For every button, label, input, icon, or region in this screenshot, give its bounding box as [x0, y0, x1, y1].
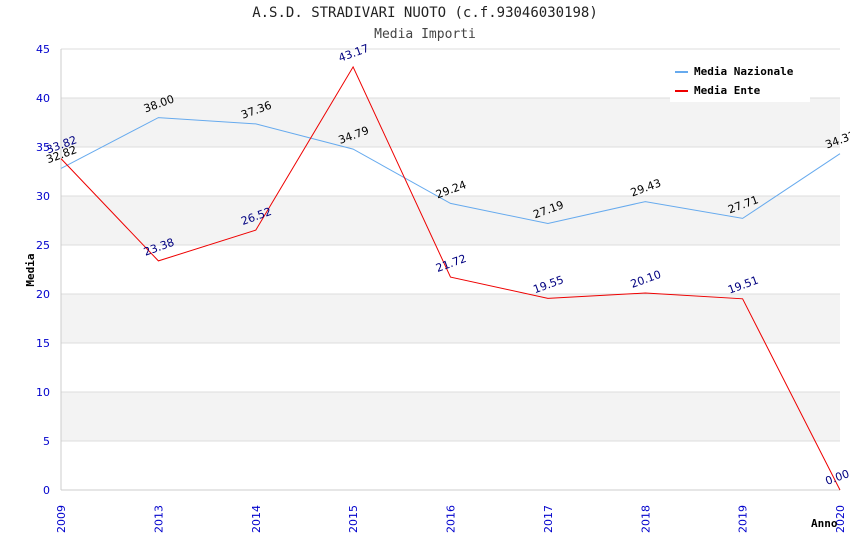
x-tick-label: 2017: [542, 505, 555, 533]
y-tick-label: 30: [36, 190, 50, 203]
x-tick-labels: 2009 2013 2014 2015 2016 2017 2018 2019 2020: [55, 505, 847, 533]
y-tick-label: 10: [36, 386, 50, 399]
legend-label-ente: Media Ente: [694, 84, 761, 97]
x-tick-label: 2018: [639, 505, 652, 533]
band: [61, 196, 840, 245]
x-axis-title: Anno: [811, 517, 838, 530]
axes: [60, 49, 840, 491]
x-tick-label: 2009: [55, 505, 68, 533]
band: [61, 98, 840, 147]
band: [61, 147, 840, 196]
band: [61, 294, 840, 343]
y-tick-labels: 0 5 10 15 20 25 30 35 40 45: [36, 43, 50, 497]
x-tick-label: 2019: [737, 505, 750, 533]
y-tick-label: 35: [36, 141, 50, 154]
y-tick-label: 40: [36, 92, 50, 105]
legend: Media Nazionale Media Ente: [670, 60, 810, 102]
x-tick-label: 2016: [445, 505, 458, 533]
y-tick-label: 15: [36, 337, 50, 350]
series-line-nazionale: [60, 117, 841, 225]
series-lines: [60, 65, 841, 491]
x-tick-label: 2014: [250, 505, 263, 533]
band: [61, 441, 840, 490]
chart-title: A.S.D. STRADIVARI NUOTO (c.f.93046030198…: [252, 5, 598, 21]
series-line-ente: [60, 65, 841, 491]
band: [61, 343, 840, 392]
legend-box: [670, 60, 810, 102]
y-tick-label: 0: [43, 484, 50, 497]
y-tick-label: 45: [36, 43, 50, 56]
x-tick-label: 2013: [152, 505, 165, 533]
y-tick-label: 20: [36, 288, 50, 301]
y-tick-label: 25: [36, 239, 50, 252]
background-bands: [61, 49, 840, 490]
band: [61, 392, 840, 441]
band: [61, 245, 840, 294]
chart-subtitle: Media Importi: [374, 27, 476, 42]
y-tick-label: 5: [43, 435, 50, 448]
x-tick-label: 2015: [347, 505, 360, 533]
y-axis-title: Media: [24, 253, 37, 286]
legend-label-nazionale: Media Nazionale: [694, 65, 794, 78]
x-tick-label: 2020: [834, 505, 847, 533]
